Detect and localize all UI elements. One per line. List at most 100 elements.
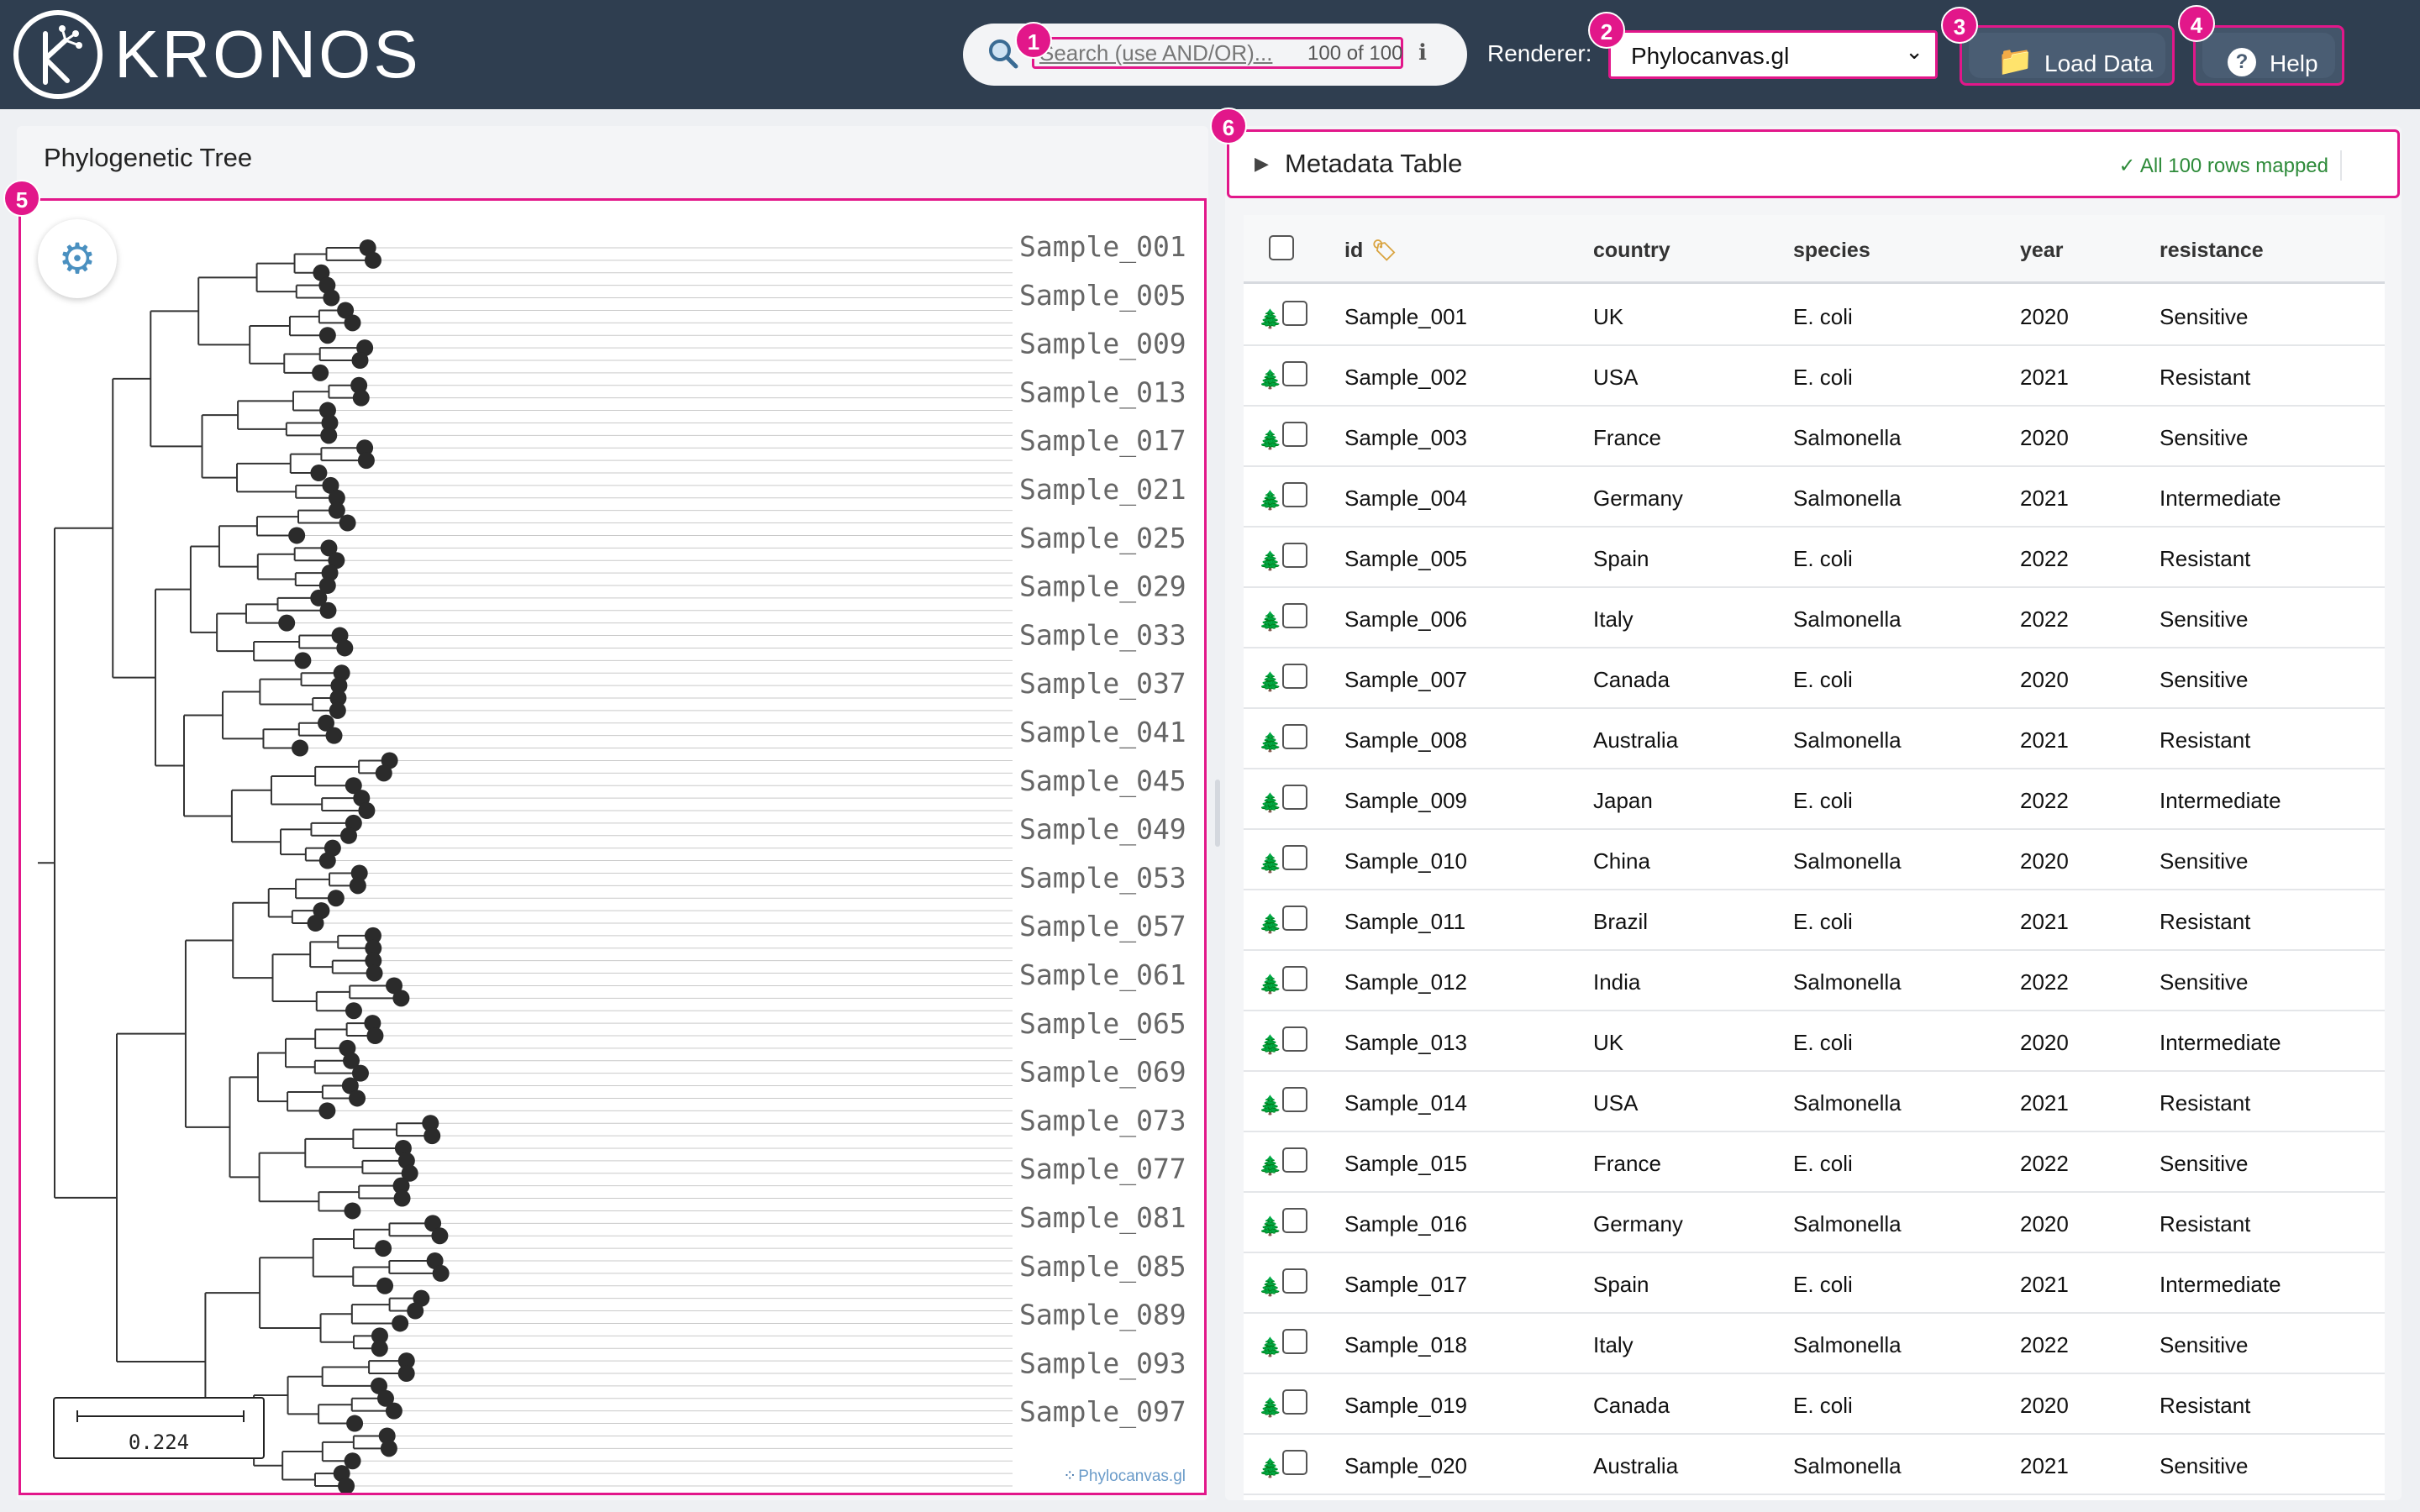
tree-leaf-node[interactable] <box>318 577 336 594</box>
column-header-resistance[interactable]: resistance <box>2160 239 2264 262</box>
info-icon[interactable]: ℹ <box>1418 40 1427 66</box>
tree-leaf-node[interactable] <box>329 701 346 719</box>
table-row[interactable]: 🌲 Sample_010 China Salmonella 2020 Sensitive <box>1244 830 2385 890</box>
tree-leaf-node[interactable] <box>312 364 329 381</box>
panel-resize-handle[interactable] <box>1215 780 1220 847</box>
tree-leaf-node[interactable] <box>339 827 357 844</box>
row-checkbox[interactable] <box>1282 482 1307 507</box>
row-checkbox[interactable] <box>1282 1026 1307 1052</box>
tree-leaf-node[interactable] <box>294 652 312 669</box>
tree-leaf-node[interactable] <box>313 902 330 920</box>
tree-leaf-node[interactable] <box>381 752 398 769</box>
row-checkbox[interactable] <box>1282 1268 1307 1294</box>
row-checkbox[interactable] <box>1282 664 1307 689</box>
tree-leaf-node[interactable] <box>424 1127 441 1145</box>
tree-leaf-node[interactable] <box>336 639 354 657</box>
tree-leaf-node[interactable] <box>351 1064 369 1082</box>
tree-leaf-node[interactable] <box>341 1077 359 1095</box>
tree-leaf-node[interactable] <box>321 414 339 432</box>
tree-leaf-node[interactable] <box>307 915 324 932</box>
tree-leaf-node[interactable] <box>364 251 381 269</box>
row-checkbox[interactable] <box>1282 785 1307 810</box>
tree-leaf-node[interactable] <box>328 501 345 519</box>
tree-leaf-node[interactable] <box>376 1277 394 1294</box>
tree-leaf-node[interactable] <box>431 1227 449 1245</box>
table-row[interactable]: 🌲 Sample_008 Australia Salmonella 2021 Resist… <box>1244 709 2385 769</box>
table-row[interactable]: 🌲 Sample_005 Spain E. coli 2022 Resistant <box>1244 528 2385 588</box>
table-row[interactable]: 🌲 Sample_019 Canada E. coli 2020 Resistant <box>1244 1374 2385 1435</box>
phylogenetic-tree[interactable]: Sample_001 Sample_005 Sample_009 Sample_013… <box>21 201 1204 1493</box>
table-row[interactable]: 🌲 Sample_013 UK E. coli 2020 Intermediate <box>1244 1011 2385 1072</box>
table-row[interactable]: 🌲 Sample_018 Italy Salmonella 2022 Sensitive <box>1244 1314 2385 1374</box>
tree-leaf-node[interactable] <box>330 677 348 695</box>
table-row[interactable]: 🌲 Sample_006 Italy Salmonella 2022 Sensitive <box>1244 588 2385 648</box>
tree-leaf-node[interactable] <box>327 890 345 907</box>
tree-leaf-node[interactable] <box>310 589 328 606</box>
tree-leaf-node[interactable] <box>350 864 368 882</box>
row-checkbox[interactable] <box>1282 543 1307 568</box>
tree-leaf-node[interactable] <box>344 1452 361 1470</box>
row-checkbox[interactable] <box>1282 301 1307 326</box>
tree-leaf-node[interactable] <box>278 614 296 632</box>
tree-leaf-node[interactable] <box>323 289 340 307</box>
tree-leaf-node[interactable] <box>319 601 337 619</box>
tree-leaf-node[interactable] <box>401 1164 418 1182</box>
tree-leaf-node[interactable] <box>333 664 350 682</box>
table-row[interactable]: 🌲 Sample_001 UK E. coli 2020 Sensitive <box>1244 286 2385 346</box>
tree-leaf-node[interactable] <box>397 1352 415 1370</box>
row-checkbox[interactable] <box>1282 603 1307 628</box>
table-row[interactable]: 🌲 Sample_002 USA E. coli 2021 Resistant <box>1244 346 2385 407</box>
tree-leaf-node[interactable] <box>345 777 362 795</box>
tree-leaf-node[interactable] <box>432 1264 450 1282</box>
row-checkbox[interactable] <box>1282 966 1307 991</box>
tree-leaf-node[interactable] <box>366 1027 384 1044</box>
table-row[interactable]: 🌲 Sample_003 France Salmonella 2020 Sensitive <box>1244 407 2385 467</box>
tree-leaf-node[interactable] <box>392 1177 410 1194</box>
tree-leaf-node[interactable] <box>329 690 347 706</box>
tree-leaf-node[interactable] <box>358 802 376 819</box>
tree-leaf-node[interactable] <box>375 1240 392 1257</box>
tree-leaf-node[interactable] <box>318 852 336 869</box>
tree-leaf-node[interactable] <box>413 1289 430 1307</box>
table-row[interactable]: 🌲 Sample_012 India Salmonella 2022 Sensitive <box>1244 951 2385 1011</box>
tree-leaf-node[interactable] <box>338 1478 355 1493</box>
tree-leaf-node[interactable] <box>292 739 309 757</box>
tree-canvas[interactable]: Sample_001 Sample_005 Sample_009 Sample_013… <box>18 198 1207 1495</box>
tree-leaf-node[interactable] <box>392 1315 409 1332</box>
tree-leaf-node[interactable] <box>351 352 369 369</box>
tree-leaf-node[interactable] <box>320 539 338 557</box>
tree-leaf-node[interactable] <box>422 1115 439 1132</box>
row-checkbox[interactable] <box>1282 1208 1307 1233</box>
tree-leaf-node[interactable] <box>426 1252 444 1269</box>
row-checkbox[interactable] <box>1282 724 1307 749</box>
tree-leaf-node[interactable] <box>424 1215 442 1232</box>
tree-leaf-node[interactable] <box>371 1340 388 1357</box>
row-checkbox[interactable] <box>1282 361 1307 386</box>
column-header-species[interactable]: species <box>1793 239 1870 262</box>
tree-leaf-node[interactable] <box>318 402 336 419</box>
tree-leaf-node[interactable] <box>339 514 356 532</box>
metadata-header[interactable]: ▶ Metadata Table ✓ All 100 rows mapped <box>1227 129 2400 198</box>
table-row[interactable]: 🌲 Sample_017 Spain E. coli 2021 Intermediate <box>1244 1253 2385 1314</box>
row-checkbox[interactable] <box>1282 906 1307 931</box>
tree-leaf-node[interactable] <box>392 990 410 1007</box>
renderer-select[interactable]: Phylocanvas.gl ⌄ <box>1608 30 1938 79</box>
tree-leaf-node[interactable] <box>365 952 382 969</box>
help-button[interactable]: ? Help <box>2193 25 2344 86</box>
column-header-id[interactable]: id 🏷 <box>1344 239 1397 263</box>
row-checkbox[interactable] <box>1282 1450 1307 1475</box>
tree-leaf-node[interactable] <box>380 1440 397 1457</box>
table-row[interactable]: 🌲 Sample_020 Australia Salmonella 2021 Sensit… <box>1244 1435 2385 1495</box>
tree-leaf-node[interactable] <box>343 1052 360 1069</box>
tree-leaf-node[interactable] <box>346 1415 364 1432</box>
tree-leaf-node[interactable] <box>364 927 381 944</box>
tree-leaf-node[interactable] <box>318 1102 336 1120</box>
tree-leaf-node[interactable] <box>366 964 383 982</box>
tree-leaf-node[interactable] <box>349 1089 366 1107</box>
row-checkbox[interactable] <box>1282 1087 1307 1112</box>
gear-icon[interactable]: ⚙ <box>38 219 117 298</box>
select-all-checkbox[interactable] <box>1269 235 1294 260</box>
tree-leaf-node[interactable] <box>356 439 374 457</box>
table-row[interactable]: 🌲 Sample_011 Brazil E. coli 2021 Resistant <box>1244 890 2385 951</box>
tree-leaf-node[interactable] <box>376 1389 394 1407</box>
